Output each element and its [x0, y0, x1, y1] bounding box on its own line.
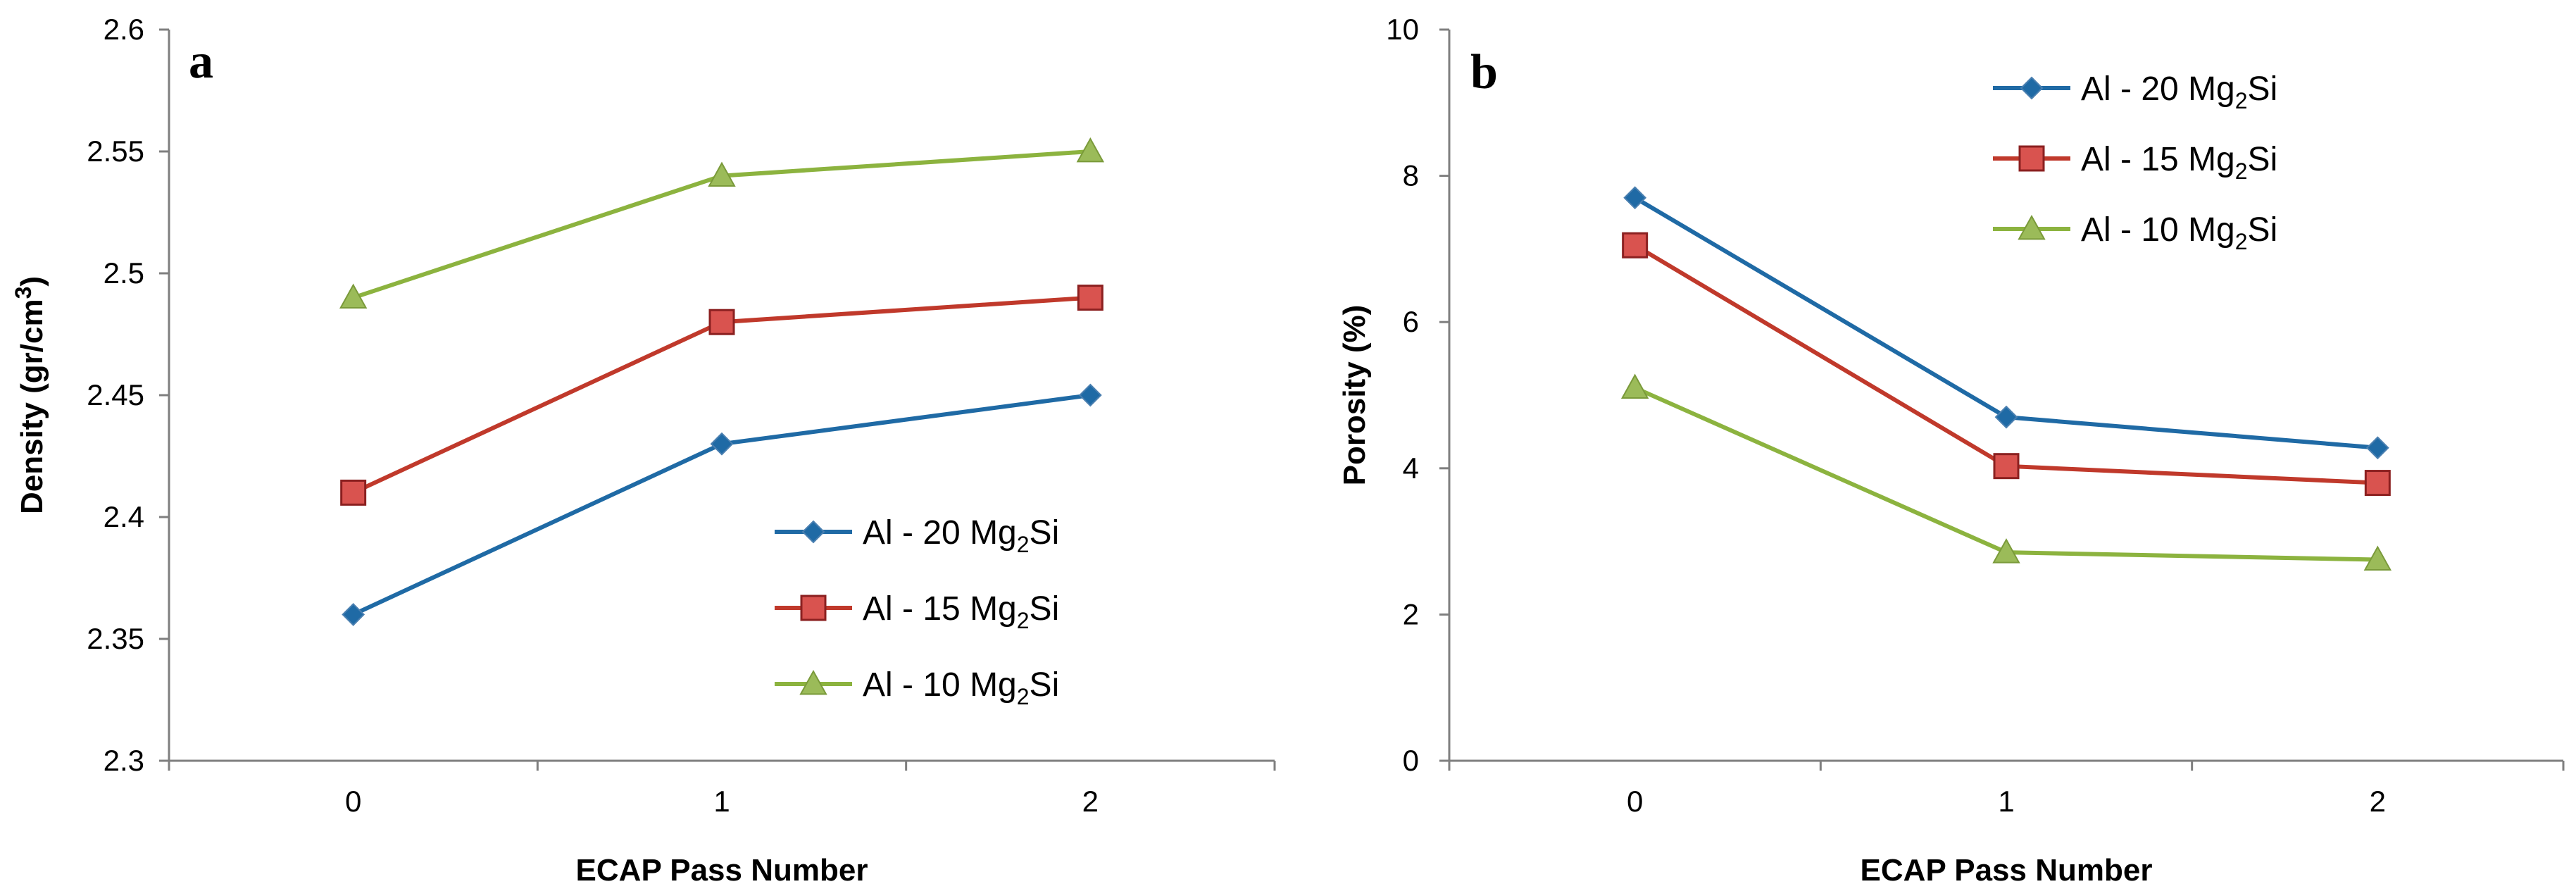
x-axis-title: ECAP Pass Number — [1861, 853, 2153, 888]
y-tick-label: 2.5 — [104, 256, 144, 290]
legend-label-main: Al - 15 Mg — [2081, 141, 2235, 178]
legend-label-end: Si — [2248, 141, 2278, 178]
y-tick-label: 2.55 — [87, 135, 144, 168]
legend-label-subscript: 2 — [1017, 608, 1030, 633]
data-point — [342, 602, 365, 626]
x-tick-label: 0 — [1627, 785, 1643, 818]
chart-panel-a: 2.3 2.35 2.4 2.45 2.5 2.55 2.6 0 1 2 ECAP Pass Num… — [11, 13, 1276, 888]
data-point — [340, 479, 367, 506]
data-point — [1992, 538, 2020, 564]
y-tick-label: 2.35 — [87, 622, 144, 655]
y-tick-label: 0 — [1403, 744, 1419, 777]
data-point — [1994, 405, 2018, 429]
legend-label: Al - 20 Mg2Si — [2081, 70, 2277, 113]
legend-label-subscript: 2 — [1017, 684, 1030, 709]
y-axis-title-main: Density (gr/cm — [15, 299, 49, 514]
panel-label: a — [189, 35, 213, 89]
data-point — [2365, 436, 2389, 460]
data-point — [1620, 373, 1649, 399]
legend-label-end: Si — [2248, 211, 2278, 249]
series-line — [1634, 243, 2378, 485]
data-point — [708, 309, 735, 335]
y-tick-label: 2.3 — [104, 744, 144, 777]
y-tick-label: 2.6 — [104, 13, 144, 46]
data-point — [2364, 470, 2391, 497]
x-tick-label: 1 — [713, 785, 730, 818]
legend-label-main: Al - 15 Mg — [863, 590, 1017, 628]
legend-label-subscript: 2 — [2235, 88, 2248, 113]
legend-marker — [801, 520, 825, 544]
legend-label-end: Si — [2248, 70, 2278, 108]
y-tick-label: 4 — [1403, 452, 1419, 485]
legend-label: Al - 15 Mg2Si — [863, 590, 1059, 633]
y-tick-label: 2 — [1403, 597, 1419, 630]
y-tick-label: 8 — [1403, 159, 1419, 192]
legend-marker — [2018, 214, 2046, 240]
x-tick-label: 0 — [345, 785, 361, 818]
chart-panel-b: 0 2 4 6 8 10 0 1 2 ECAP Pass Number Porosity (%) b A… — [1337, 13, 2565, 888]
legend-label-end: Si — [1030, 666, 1060, 704]
y-axis-title: Porosity (%) — [1337, 305, 1372, 486]
legend-marker — [2020, 76, 2044, 100]
y-axis-title-end: ) — [15, 276, 49, 287]
panel-label: b — [1470, 45, 1498, 99]
legend-label-main: Al - 10 Mg — [2081, 211, 2235, 249]
data-point — [710, 432, 734, 456]
legend-marker — [800, 595, 827, 621]
y-tick-label: 6 — [1403, 305, 1419, 338]
legend-label: Al - 15 Mg2Si — [2081, 141, 2277, 184]
y-axis-title-main: Porosity (%) — [1337, 305, 1372, 486]
legend-label: Al - 20 Mg2Si — [863, 514, 1059, 557]
y-tick-label: 2.45 — [87, 378, 144, 411]
legend-marker — [799, 669, 827, 695]
y-axis-title-superscript: 3 — [11, 287, 36, 299]
series-line — [352, 393, 1091, 617]
data-point — [1077, 285, 1103, 311]
data-point — [339, 283, 368, 309]
data-point — [1623, 186, 1647, 210]
data-point — [1993, 453, 2020, 480]
y-axis-title: Density (gr/cm3) — [11, 276, 49, 514]
legend-label: Al - 10 Mg2Si — [863, 666, 1059, 709]
legend-label-main: Al - 20 Mg — [863, 514, 1017, 552]
legend-label-subscript: 2 — [2235, 229, 2248, 254]
data-point — [1622, 232, 1649, 259]
legend-label-subscript: 2 — [1017, 532, 1030, 557]
legend-label-subscript: 2 — [2235, 158, 2248, 184]
data-point — [2363, 545, 2392, 571]
x-tick-label: 1 — [1998, 785, 2014, 818]
data-point — [708, 161, 736, 187]
x-axis-title: ECAP Pass Number — [576, 853, 868, 888]
legend-label-main: Al - 20 Mg — [2081, 70, 2235, 108]
x-tick-label: 2 — [1082, 785, 1099, 818]
data-point — [1076, 137, 1105, 163]
legend-marker — [2018, 145, 2045, 172]
x-tick-label: 2 — [2370, 785, 2386, 818]
y-tick-label: 10 — [1386, 13, 1419, 46]
legend-label-end: Si — [1030, 514, 1060, 552]
legend-label: Al - 10 Mg2Si — [2081, 211, 2277, 254]
legend-label-main: Al - 10 Mg — [863, 666, 1017, 704]
y-tick-label: 2.4 — [104, 500, 144, 533]
legend-label-end: Si — [1030, 590, 1060, 628]
data-point — [1078, 383, 1102, 407]
